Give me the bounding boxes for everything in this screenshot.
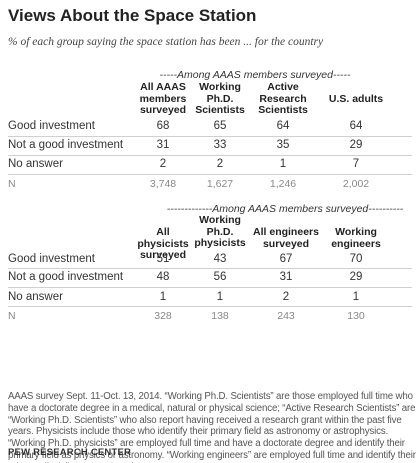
table1-cell: 33 [213, 139, 227, 151]
table1-cell: 31 [156, 139, 170, 151]
table2-cell: 243 [277, 310, 295, 322]
table1-cell: 1,627 [206, 178, 234, 190]
table2-cell: 31 [279, 271, 293, 283]
table1-col-header: Working Ph.D. Scientists [195, 81, 245, 116]
table2-group-header: -------------Among AAAS members surveyed… [166, 203, 404, 215]
table1-cell: 1 [279, 158, 287, 170]
row-divider [8, 306, 412, 307]
table2-cell: 1 [216, 291, 224, 303]
table1-cell: 65 [213, 120, 227, 132]
table2-cell: 43 [213, 253, 227, 265]
row-divider [8, 287, 412, 288]
table2-row-label: No answer [8, 291, 63, 303]
footnote: AAAS survey Sept. 11-Oct. 13, 2014. “Wor… [8, 391, 416, 463]
table1-cell: 1,246 [269, 178, 297, 190]
table1-cell: 2 [216, 158, 224, 170]
table2-col-header: Working Ph.D. physicists [194, 214, 246, 249]
table2-row-label: Good investment [8, 253, 95, 265]
row-divider [8, 155, 412, 156]
table1-row-label: N [8, 178, 16, 190]
table1-row-label: Not a good investment [8, 139, 124, 151]
table1-col-header: All AAAS members surveyed [139, 81, 187, 116]
table2-row-label: Not a good investment [8, 271, 124, 283]
table2-cell: 2 [282, 291, 290, 303]
table1-group-header: -----Among AAAS members surveyed----- [159, 69, 351, 81]
table1-row-label: No answer [8, 158, 63, 170]
table2-cell: 138 [211, 310, 229, 322]
table2-cell: 48 [156, 271, 170, 283]
table1-row-label: Good investment [8, 120, 95, 132]
table1-cell: 2 [159, 158, 167, 170]
table2-cell: 56 [213, 271, 227, 283]
table2-col-header: All physicists surveyed [137, 226, 189, 261]
chart-subtitle: % of each group saying the space station… [8, 36, 324, 48]
table1-cell: 7 [352, 158, 360, 170]
table2-cell: 1 [352, 291, 360, 303]
table1-cell: 64 [349, 120, 363, 132]
table1-col-header: Active Research Scientists [258, 81, 308, 116]
table2-cell: 29 [349, 271, 363, 283]
table1-cell: 2,002 [342, 178, 370, 190]
table2-row-label: N [8, 310, 16, 322]
table2-col-header: Working engineers [331, 226, 381, 250]
row-divider [8, 136, 412, 137]
table1-col-header: U.S. adults [328, 93, 384, 105]
table1-cell: 35 [276, 139, 290, 151]
table2-col-header: All engineers surveyed [253, 226, 319, 250]
table2-cell: 130 [347, 310, 365, 322]
table1-cell: 68 [156, 120, 170, 132]
chart-title: Views About the Space Station [8, 6, 257, 25]
table2-cell: 70 [349, 253, 363, 265]
table1-cell: 3,748 [149, 178, 177, 190]
table2-cell: 328 [154, 310, 172, 322]
table2-cell: 1 [159, 291, 167, 303]
table2-cell: 51 [156, 253, 170, 265]
source-credit: PEW RESEARCH CENTER [8, 447, 132, 458]
row-divider [8, 268, 412, 269]
table2-cell: 67 [279, 253, 293, 265]
table1-cell: 64 [276, 120, 290, 132]
table1-cell: 29 [349, 139, 363, 151]
row-divider [8, 174, 412, 175]
